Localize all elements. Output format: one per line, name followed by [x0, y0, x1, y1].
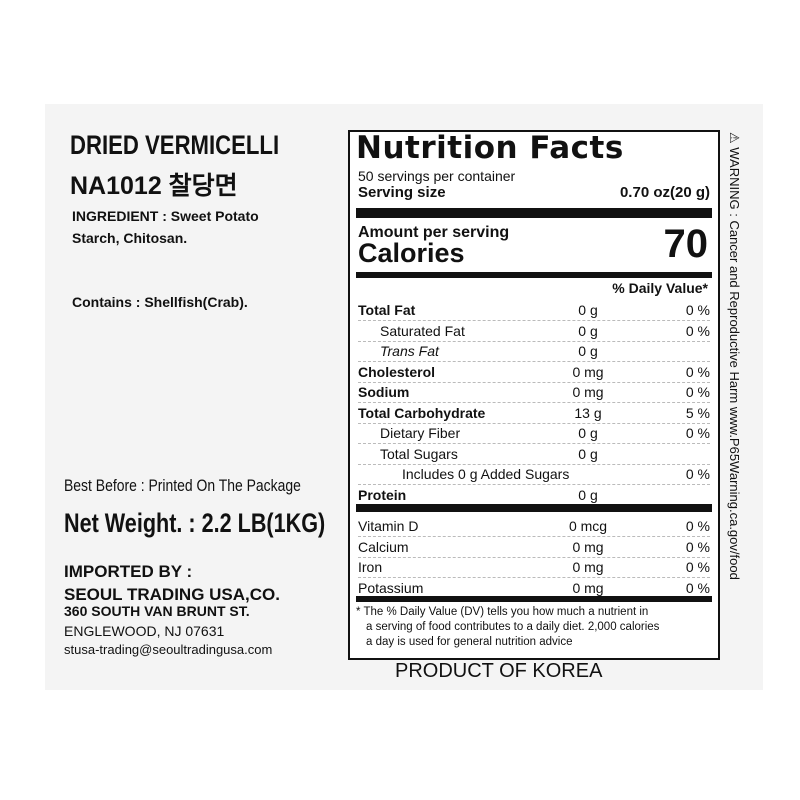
thick-divider: [356, 208, 712, 218]
nutrient-row: Iron 0 mg 0 %: [358, 557, 710, 578]
nutrient-name: Potassium: [358, 579, 424, 596]
nutrient-row: Total Carbohydrate 13 g 5 %: [358, 403, 710, 424]
ingredient-line-2: Starch, Chitosan.: [72, 230, 188, 246]
nutrient-row: Vitamin D 0 mcg 0 %: [358, 516, 710, 537]
nutrient-amount: 0 mg: [572, 579, 604, 596]
daily-value-header: % Daily Value*: [612, 280, 708, 296]
nutrient-amount: 0 g: [578, 302, 598, 318]
nutrient-amount: 0 g: [578, 445, 598, 462]
product-code: NA1012 찰당면: [70, 172, 238, 200]
nutrient-amount: 0 mg: [572, 559, 604, 575]
nutrient-row: Calcium 0 mg 0 %: [358, 537, 710, 558]
nutrient-name: Protein: [358, 486, 407, 503]
calories-label: Calories: [358, 238, 465, 268]
nutrient-daily-value: 0 %: [685, 363, 710, 380]
allergen-contains: Contains : Shellfish(Crab).: [72, 294, 248, 310]
nutrient-name: Saturated Fat: [380, 322, 465, 339]
nutrient-row: Saturated Fat 0 g 0 %: [358, 321, 710, 342]
nutrient-daily-value: 0 %: [685, 559, 710, 575]
nutrient-name: Total Carbohydrate: [358, 404, 486, 421]
nutrient-name: Dietary Fiber: [380, 425, 461, 441]
footnote-line-1: * The % Daily Value (DV) tells you how m…: [356, 606, 649, 618]
nutrient-name: Calcium: [358, 538, 409, 555]
nutrient-amount: 0 mg: [572, 384, 604, 400]
nutrient-amount: 0 g: [578, 343, 598, 359]
servings-per-container: 50 servings per container: [358, 168, 516, 184]
nutrient-row: Dietary Fiber 0 g 0 %: [358, 423, 710, 444]
nutrient-amount: 0 mcg: [568, 518, 608, 534]
nutrient-daily-value: 5 %: [685, 404, 710, 421]
nutrient-row: Trans Fat 0 g: [358, 341, 710, 362]
nutrient-amount: 13 g: [574, 404, 602, 421]
nutrient-name: Total Fat: [358, 302, 416, 318]
importer-address-2: ENGLEWOOD, NJ 07631: [64, 623, 225, 639]
nutrient-name: Iron: [358, 559, 383, 575]
nutrient-daily-value: 0 %: [685, 302, 710, 318]
nutrient-name: Vitamin D: [358, 518, 419, 534]
nutrient-daily-value: 0 %: [685, 538, 710, 555]
footnote-line-3: a day is used for general nutrition advi…: [366, 636, 573, 648]
nutrition-facts-panel: Nutrition Facts 50 servings per containe…: [348, 130, 720, 660]
prop65-warning: ⚠ WARNING : Cancer and Reproductive Harm…: [727, 132, 742, 580]
best-before: Best Before : Printed On The Package: [64, 476, 301, 495]
nutrient-row: Total Fat 0 g 0 %: [358, 300, 710, 321]
medium-divider: [356, 272, 712, 278]
importer-email: stusa-trading@seoultradingusa.com: [64, 642, 273, 657]
net-weight: Net Weight. : 2.2 LB(1KG): [64, 508, 326, 538]
nutrient-amount: 0 g: [578, 322, 598, 339]
nutrient-row: Cholesterol 0 mg 0 %: [358, 362, 710, 383]
nutrient-name: Includes 0 g Added Sugars: [402, 466, 570, 482]
product-title: DRIED VERMICELLI: [70, 130, 280, 160]
medium-divider: [356, 596, 712, 602]
calories-value: 70: [663, 222, 709, 266]
nutrient-amount: 0 mg: [572, 538, 604, 555]
nutrient-daily-value: 0 %: [685, 425, 710, 441]
thick-divider: [356, 504, 712, 512]
nutrient-daily-value: 0 %: [685, 518, 710, 534]
nutrient-name: Total Sugars: [380, 445, 458, 462]
serving-size-value: 0.70 oz(20 g): [619, 184, 710, 201]
nutrient-row: Protein 0 g: [358, 485, 710, 506]
importer-company: SEOUL TRADING USA,CO.: [64, 585, 280, 604]
nutrition-title: Nutrition Facts: [356, 130, 624, 166]
country-of-origin: PRODUCT OF KOREA: [395, 660, 603, 682]
nutrient-name: Sodium: [358, 384, 410, 400]
nutrient-daily-value: 0 %: [685, 384, 710, 400]
nutrient-daily-value: 0 %: [685, 322, 710, 339]
nutrient-daily-value: 0 %: [685, 466, 710, 482]
nutrient-name: Cholesterol: [358, 363, 436, 380]
serving-size-label: Serving size: [358, 184, 446, 201]
nutrient-row: Includes 0 g Added Sugars 0 %: [358, 464, 710, 485]
nutrient-amount: 0 mg: [572, 363, 604, 380]
ingredient-line-1: INGREDIENT : Sweet Potato: [72, 208, 259, 224]
nutrient-name: Trans Fat: [380, 343, 439, 359]
nutrient-row: Total Sugars 0 g: [358, 444, 710, 465]
footnote-line-2: a serving of food contributes to a daily…: [366, 621, 660, 633]
importer-address-1: 360 SOUTH VAN BRUNT ST.: [64, 603, 250, 619]
imported-by: IMPORTED BY :: [64, 562, 193, 581]
nutrient-amount: 0 g: [578, 425, 598, 441]
nutrient-daily-value: 0 %: [685, 579, 710, 596]
nutrient-row: Sodium 0 mg 0 %: [358, 382, 710, 403]
nutrient-amount: 0 g: [578, 486, 598, 503]
amount-per-serving: Amount per serving: [358, 224, 510, 241]
